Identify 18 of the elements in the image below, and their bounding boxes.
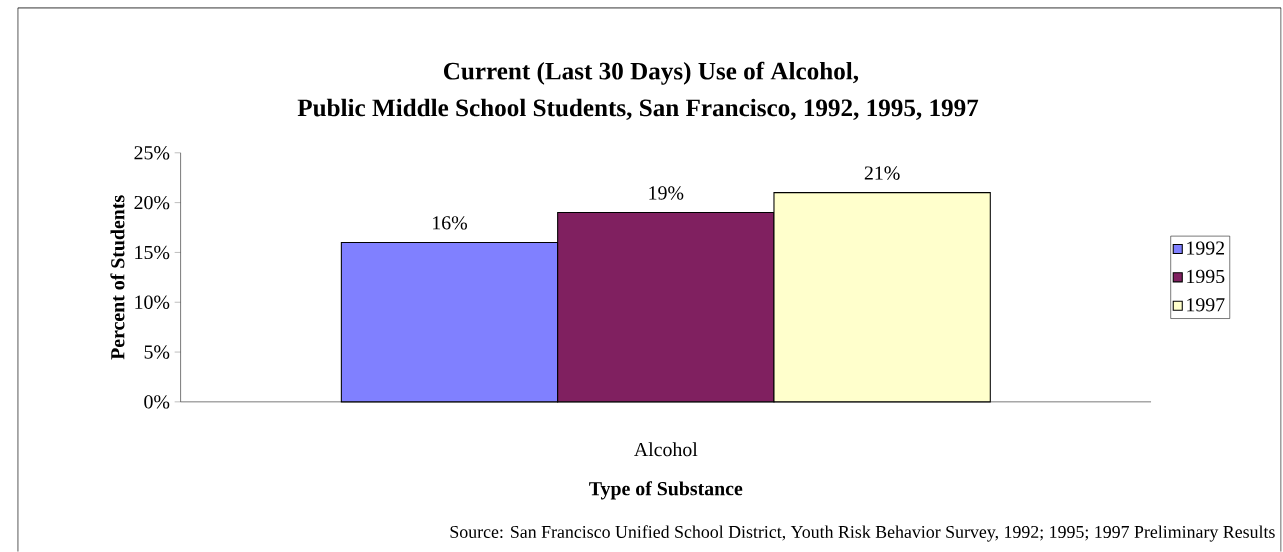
data-label: 16% [433,216,468,230]
legend-label: 1992 [1187,241,1225,255]
chart-title: Current (Last 30 Days) Use of Alcohol, [443,61,859,85]
y-axis-title: Percent of Students [110,195,125,360]
data-label: 19% [649,186,684,200]
legend-label: 1997 [1187,298,1225,312]
source-note: Source: San Francisco Unified School District, Youth Risk Behavior Survey, 1992; 1995; 1997 Preliminary Results [450,525,1275,542]
y-tick-label: 25% [134,146,170,160]
x-tick-label: Alcohol [634,442,698,457]
y-tick-label: 0% [144,395,170,409]
y-tick-label: 15% [135,245,170,260]
y-tick-label: 20% [134,196,170,210]
y-tick-label: 5% [144,345,170,359]
x-axis-title: Type of Substance [589,481,743,500]
data-label: 21% [864,166,900,180]
legend-label: 1995 [1187,269,1225,284]
y-tick-label: 10% [135,295,170,310]
chart-subtitle: Public Middle School Students, San Francisco, 1992, 1995, 1997 [297,98,979,121]
